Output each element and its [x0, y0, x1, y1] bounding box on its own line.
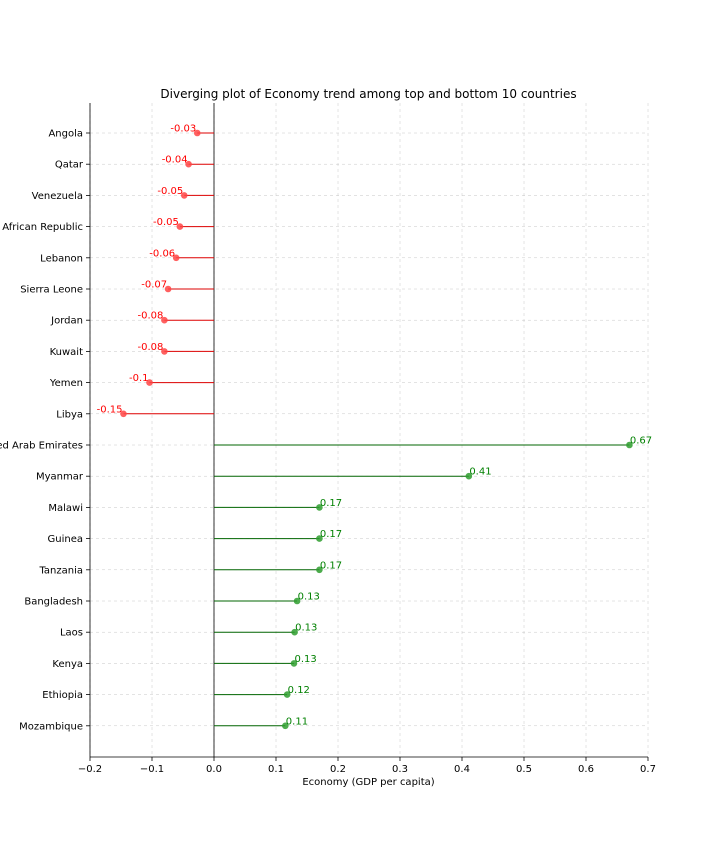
y-tick-label: United Arab Emirates: [0, 441, 83, 452]
x-tick-label: 0.5: [516, 764, 532, 775]
x-tick-label: 0.7: [640, 764, 656, 775]
y-tick-label: Kenya: [52, 659, 83, 670]
y-tick-label: Tanzania: [38, 565, 83, 576]
x-tick-label: 0.1: [268, 764, 284, 775]
data-label: -0.03: [170, 124, 196, 135]
data-label: 0.13: [295, 623, 317, 634]
data-label: 0.13: [294, 654, 316, 665]
data-label: 0.11: [286, 716, 308, 727]
data-point: [161, 316, 168, 324]
y-tick-label: Central African Republic: [0, 222, 83, 233]
y-tick-label: Myanmar: [36, 472, 84, 483]
data-point: [164, 285, 172, 293]
axes-layer: −0.2 −0.1 0.0 0.1 0.2 0.3 0.4 0.5 0.6 0.7 Angola Qa…: [0, 103, 656, 775]
data-point: [193, 129, 201, 137]
data-label: -0.08: [138, 311, 164, 322]
data-point: [291, 628, 298, 636]
data-label: -0.05: [157, 186, 183, 197]
data-point: [290, 660, 298, 667]
x-tick-label: 0.4: [454, 764, 470, 775]
x-tick-label: 0.6: [578, 764, 594, 775]
y-tick-label: Qatar: [55, 160, 84, 171]
data-label: -0.07: [141, 280, 167, 291]
y-tick-label: Guinea: [48, 534, 83, 545]
x-tick-label: 0.0: [206, 764, 222, 775]
y-tick-label: Mozambique: [19, 721, 83, 732]
data-label: 0.12: [288, 685, 310, 696]
x-axis-label: Economy (GDP per capita): [302, 777, 434, 788]
x-tick-label: −0.1: [140, 764, 164, 775]
data-point: [316, 504, 323, 511]
y-tick-label: Ethiopia: [42, 690, 83, 701]
data-point: [120, 410, 127, 418]
y-tick-label: Sierra Leone: [20, 285, 83, 296]
data-point: [316, 566, 323, 574]
y-tick-label: Laos: [60, 628, 83, 639]
data-label: -0.1: [129, 373, 149, 384]
data-point: [172, 254, 180, 262]
y-tick-label: Venezuela: [32, 191, 83, 202]
y-tick-label: Bangladesh: [24, 597, 83, 608]
data-label: 0.41: [469, 467, 491, 478]
y-tick-label: Jordan: [50, 316, 83, 327]
data-label: 0.13: [298, 592, 320, 603]
data-label: 0.17: [320, 560, 342, 571]
data-point: [465, 472, 473, 480]
y-tick-label: Angola: [48, 129, 83, 140]
data-label: 0.67: [630, 436, 652, 447]
data-point: [161, 348, 168, 355]
y-tick-label: Libya: [56, 409, 83, 420]
data-point: [180, 192, 188, 199]
data-label: -0.08: [138, 342, 164, 353]
data-point: [282, 722, 289, 730]
data-point: [146, 379, 153, 386]
grid-layer: [89, 103, 649, 757]
y-tick-label: Kuwait: [50, 347, 83, 358]
data-label: 0.17: [320, 529, 342, 540]
data-label: -0.06: [149, 248, 175, 259]
data-point: [293, 597, 301, 605]
data-label: 0.17: [320, 498, 342, 509]
data-point: [176, 223, 184, 230]
chart-title: Diverging plot of Economy trend among to…: [160, 87, 576, 101]
data-label: -0.04: [162, 155, 188, 166]
data-point: [283, 691, 291, 698]
data-point: [626, 441, 633, 449]
y-tick-label: Malawi: [48, 503, 83, 514]
data-point: [316, 535, 323, 542]
data-label: -0.15: [97, 404, 123, 415]
y-tick-label: Yemen: [49, 378, 83, 389]
x-tick-label: 0.2: [330, 764, 346, 775]
x-tick-label: 0.3: [392, 764, 408, 775]
x-tick-label: −0.2: [78, 764, 102, 775]
data-label: -0.05: [153, 217, 179, 228]
data-point: [185, 160, 192, 168]
y-tick-label: Lebanon: [40, 253, 83, 264]
marks-layer: -0.03 -0.04 -0.05 -0.05 -0.06 -0.07 -0.08 -0.08…: [97, 124, 652, 730]
